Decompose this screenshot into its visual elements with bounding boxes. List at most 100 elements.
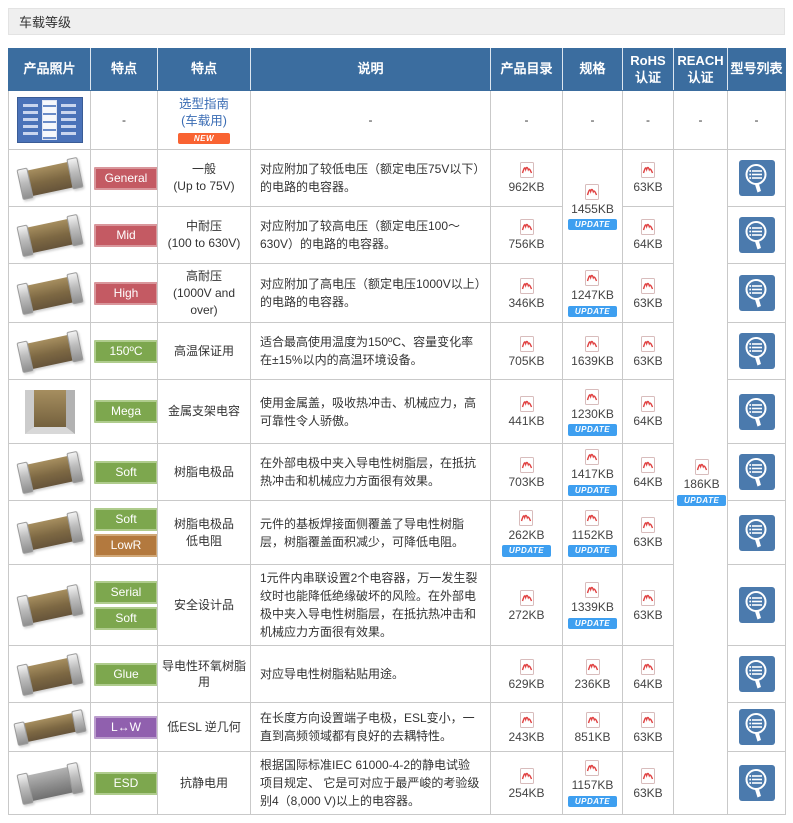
rohs-pdf-link[interactable]: 64KB [633, 658, 663, 691]
rohs-pdf-link[interactable]: 63KB [633, 161, 663, 194]
catalog-pdf-link[interactable]: 629KB [508, 658, 545, 691]
spec-pdf-link[interactable]: 1157KB UPDATE [567, 759, 618, 808]
product-row: Soft 树脂电极品 在外部电极中夹入导电性树脂层，在抵抗热冲击和机械应力方面很有效… [8, 443, 786, 502]
pdf-icon [694, 459, 709, 476]
product-photo-cell [8, 443, 91, 502]
new-badge: NEW [177, 132, 231, 144]
spec-pdf-link[interactable]: 1455KB UPDATE [567, 183, 618, 231]
feature-name-cell: 一般 (Up to 75V) [157, 149, 251, 207]
model-list-search-icon [738, 709, 775, 746]
pdf-icon [585, 183, 600, 200]
rohs-pdf-link[interactable]: 63KB [633, 711, 663, 744]
pdf-icon [640, 277, 655, 294]
rohs-pdf-link[interactable]: 63KB [633, 335, 663, 368]
catalog-cell: 441KB [490, 379, 563, 445]
rohs-pdf-link[interactable]: 63KB [633, 277, 663, 310]
catalog-pdf-link[interactable]: 346KB [508, 277, 545, 310]
model-list-button[interactable] [731, 275, 782, 312]
model-list-button[interactable] [731, 160, 782, 196]
feature-badge-cell: ESD [90, 751, 158, 816]
catalog-pdf-link[interactable]: 705KB [508, 335, 545, 368]
file-size: 64KB [633, 676, 663, 691]
model-list-button[interactable] [731, 709, 782, 746]
file-size: 243KB [508, 729, 545, 744]
spec-cell: 1247KB UPDATE [562, 262, 623, 324]
feature-badge: L↔W [94, 715, 158, 739]
spec-pdf-link[interactable]: 1417KB UPDATE [567, 448, 618, 497]
spec-pdf-link[interactable]: 1247KB UPDATE [567, 269, 618, 318]
spec-pdf-link[interactable]: 1339KB UPDATE [567, 581, 618, 630]
rohs-cell: 64KB [622, 443, 674, 502]
catalog-pdf-link[interactable]: 703KB [508, 456, 545, 489]
spec-pdf-link[interactable]: 1639KB [571, 335, 614, 368]
header-feature-badge: 特点 [90, 48, 158, 91]
rohs-cell: 63KB [622, 500, 674, 566]
description-cell: 使用金属盖，吸收热冲击、机械应力，高可靠性令人骄傲。 [250, 379, 491, 445]
file-size: 186KB [683, 477, 720, 492]
catalog-pdf-link[interactable]: 254KB [508, 767, 545, 800]
description-cell: 在外部电极中夹入导电性树脂层，在抵抗热冲击和机械应力方面很有效果。 [250, 443, 491, 502]
model-list-button[interactable] [731, 587, 782, 624]
spec-pdf-link[interactable]: 851KB [574, 711, 611, 744]
rohs-pdf-link[interactable]: 64KB [633, 395, 663, 428]
model-list-button[interactable] [731, 514, 782, 551]
model-list-button[interactable] [731, 217, 782, 253]
rohs-pdf-link[interactable]: 63KB [633, 589, 663, 622]
model-list-search-icon [738, 333, 775, 370]
model-list-button[interactable] [731, 393, 782, 430]
product-photo-cell [8, 500, 91, 566]
catalog-pdf-link[interactable]: 962KB [508, 161, 545, 194]
product-row: 150ºC 高温保证用 适合最高使用温度为150ºC、容量变化率在±15%以内的高温… [8, 322, 786, 381]
spec-pdf-link[interactable]: 1152KB UPDATE [567, 509, 618, 557]
product-row: Serial Soft 安全设计品 1元件内串联设置2个电容器，万一发生裂纹时也能降低… [8, 564, 786, 647]
pdf-icon [585, 760, 600, 777]
feature-name-cell: 高耐压 (1000V and over) [157, 262, 251, 324]
feature-name-cell: 导电性环氧树脂用 [157, 645, 251, 704]
spec-pdf-link[interactable]: 236KB [574, 658, 611, 691]
catalog-pdf-link[interactable]: 262KB UPDATE [501, 509, 552, 557]
model-list-cell [727, 443, 786, 502]
rohs-pdf-link[interactable]: 63KB [633, 767, 663, 800]
spec-pdf-link[interactable]: 1230KB UPDATE [567, 388, 618, 436]
rohs-pdf-link[interactable]: 64KB [633, 456, 663, 489]
model-list-cell [727, 206, 786, 264]
catalog-pdf-link[interactable]: 272KB [508, 589, 545, 622]
capacitor-body [27, 218, 72, 252]
feature-name-cell: 抗静电用 [157, 751, 251, 816]
rohs-pdf-link[interactable]: 64KB [633, 218, 663, 251]
feature-name-cell: 树脂电极品 低电阻 [157, 500, 251, 566]
model-list-button[interactable] [731, 454, 782, 491]
guide-photo-cell[interactable] [8, 90, 91, 150]
feature-name-cell: 金属支架电容 [157, 379, 251, 445]
pdf-icon [585, 711, 600, 728]
model-list-button[interactable] [731, 765, 782, 802]
model-list-button[interactable] [731, 656, 782, 693]
file-size: 272KB [508, 607, 545, 622]
file-size: 64KB [633, 474, 663, 489]
feature-badge-cell: Glue [90, 645, 158, 704]
feature-badge: 150ºC [94, 339, 158, 363]
header-catalog: 产品目录 [490, 48, 563, 91]
model-list-button[interactable] [731, 333, 782, 370]
reach-pdf-link[interactable]: 186KB UPDATE [677, 458, 727, 507]
catalog-pdf-link[interactable]: 756KB [508, 218, 545, 251]
file-size: 63KB [633, 353, 663, 368]
rohs-pdf-link[interactable]: 63KB [633, 516, 663, 549]
spec-cell: 1639KB [562, 322, 623, 381]
product-photo-cell [8, 645, 91, 704]
rohs-cell: 63KB [622, 262, 674, 324]
feature-name-cell: 中耐压 (100 to 630V) [157, 206, 251, 264]
catalog-pdf-link[interactable]: 441KB [508, 395, 545, 428]
capacitor-photo [15, 583, 84, 627]
spec-cell: 1230KB UPDATE [562, 379, 623, 445]
selection-guide-link[interactable]: 选型指南 (车载用) [161, 96, 247, 130]
selection-guide-icon[interactable] [16, 97, 83, 143]
update-badge: UPDATE [567, 218, 618, 231]
pdf-icon [585, 388, 600, 405]
rohs-cell: 64KB [622, 645, 674, 704]
header-description: 说明 [250, 48, 491, 91]
pdf-icon [519, 767, 534, 784]
capacitor-body [27, 657, 72, 692]
pdf-icon [585, 658, 600, 675]
catalog-pdf-link[interactable]: 243KB [508, 711, 545, 744]
